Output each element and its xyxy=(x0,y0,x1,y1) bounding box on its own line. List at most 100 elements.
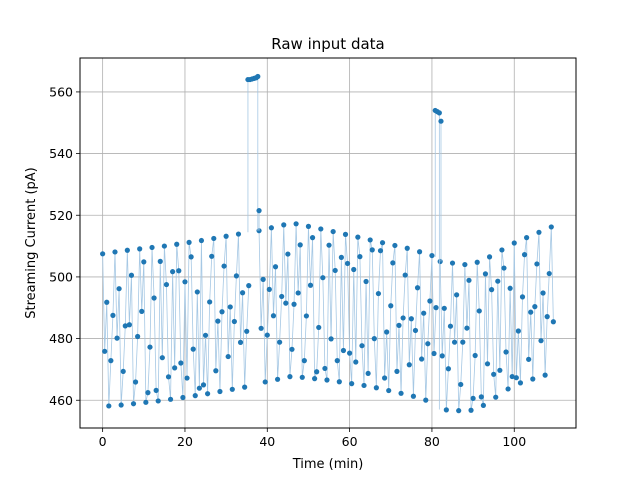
data-point xyxy=(262,379,268,385)
data-point xyxy=(349,381,355,387)
data-point xyxy=(509,373,515,380)
plot-area xyxy=(100,73,556,414)
data-point xyxy=(489,287,495,293)
data-point xyxy=(478,394,484,400)
data-point xyxy=(373,385,379,391)
data-point xyxy=(170,269,176,275)
data-point xyxy=(161,243,167,249)
data-point xyxy=(392,242,398,249)
data-point xyxy=(314,369,320,375)
data-point xyxy=(180,394,186,401)
data-point xyxy=(451,339,458,345)
data-point xyxy=(266,286,272,293)
y-tick-label: 480 xyxy=(49,331,73,346)
data-point xyxy=(511,240,517,246)
data-point xyxy=(301,358,307,364)
data-point xyxy=(340,347,347,354)
data-point xyxy=(235,231,242,237)
data-point xyxy=(132,379,139,385)
data-point xyxy=(384,329,390,335)
data-point xyxy=(402,272,408,278)
data-point xyxy=(165,374,172,380)
data-point xyxy=(274,376,281,382)
data-point xyxy=(293,221,299,227)
data-point xyxy=(172,365,178,371)
data-point xyxy=(200,382,207,388)
data-point xyxy=(390,260,396,266)
data-point xyxy=(524,235,530,241)
data-point xyxy=(287,374,293,380)
y-tick-label: 520 xyxy=(49,208,73,223)
data-point xyxy=(116,286,122,292)
data-point xyxy=(431,350,437,357)
data-point xyxy=(270,313,277,319)
data-point xyxy=(398,390,404,396)
data-point xyxy=(499,247,505,253)
data-point xyxy=(517,380,524,386)
data-point xyxy=(470,395,476,401)
data-point xyxy=(112,249,118,255)
data-point xyxy=(297,242,303,248)
data-point xyxy=(538,338,544,344)
data-point xyxy=(363,278,369,285)
y-tick-label: 500 xyxy=(49,269,73,284)
data-point xyxy=(326,242,332,248)
data-point xyxy=(371,336,377,342)
data-point xyxy=(258,325,264,331)
data-point xyxy=(447,323,454,329)
data-point xyxy=(377,248,384,254)
x-tick-label: 100 xyxy=(502,434,526,449)
data-point xyxy=(427,298,433,304)
data-point xyxy=(507,285,513,291)
data-point xyxy=(421,310,427,316)
data-point xyxy=(513,375,519,381)
data-point xyxy=(239,290,246,296)
x-axis-label: Time (min) xyxy=(292,457,364,472)
data-point xyxy=(126,322,132,328)
data-point xyxy=(141,259,147,265)
data-point xyxy=(139,308,145,314)
outlier-point xyxy=(436,110,442,116)
outlier-point xyxy=(256,208,262,214)
data-point xyxy=(283,300,289,306)
data-point xyxy=(544,314,550,320)
data-point xyxy=(157,258,163,264)
y-tick-label: 460 xyxy=(49,393,73,408)
data-point xyxy=(246,283,252,289)
data-point xyxy=(462,261,468,268)
data-point xyxy=(505,386,511,392)
data-point xyxy=(295,290,301,296)
data-point xyxy=(147,344,153,350)
data-point xyxy=(217,388,223,395)
chart-title: Raw input data xyxy=(271,35,384,53)
data-point xyxy=(334,358,340,364)
y-tick-label: 540 xyxy=(49,146,73,161)
data-point xyxy=(110,312,116,318)
data-point xyxy=(264,332,270,338)
data-point xyxy=(495,278,501,284)
data-point xyxy=(484,361,491,367)
data-point xyxy=(320,275,326,281)
data-point xyxy=(143,399,149,405)
data-point xyxy=(207,299,213,305)
data-point xyxy=(445,366,451,372)
x-tick-label: 80 xyxy=(424,434,440,449)
data-point xyxy=(291,301,297,307)
data-point xyxy=(367,237,373,243)
data-point xyxy=(410,393,417,399)
data-point xyxy=(336,379,342,385)
data-point xyxy=(497,367,503,373)
data-point xyxy=(305,223,312,229)
data-point xyxy=(342,231,349,237)
data-point xyxy=(149,244,155,251)
data-point xyxy=(178,360,184,366)
data-point xyxy=(159,355,165,361)
data-point xyxy=(347,350,353,356)
plot-frame xyxy=(79,57,577,429)
data-segment xyxy=(437,224,556,414)
data-point xyxy=(174,241,180,247)
data-point xyxy=(359,343,365,349)
data-point xyxy=(474,259,480,265)
data-point xyxy=(365,370,371,377)
x-tick-label: 40 xyxy=(259,434,275,449)
